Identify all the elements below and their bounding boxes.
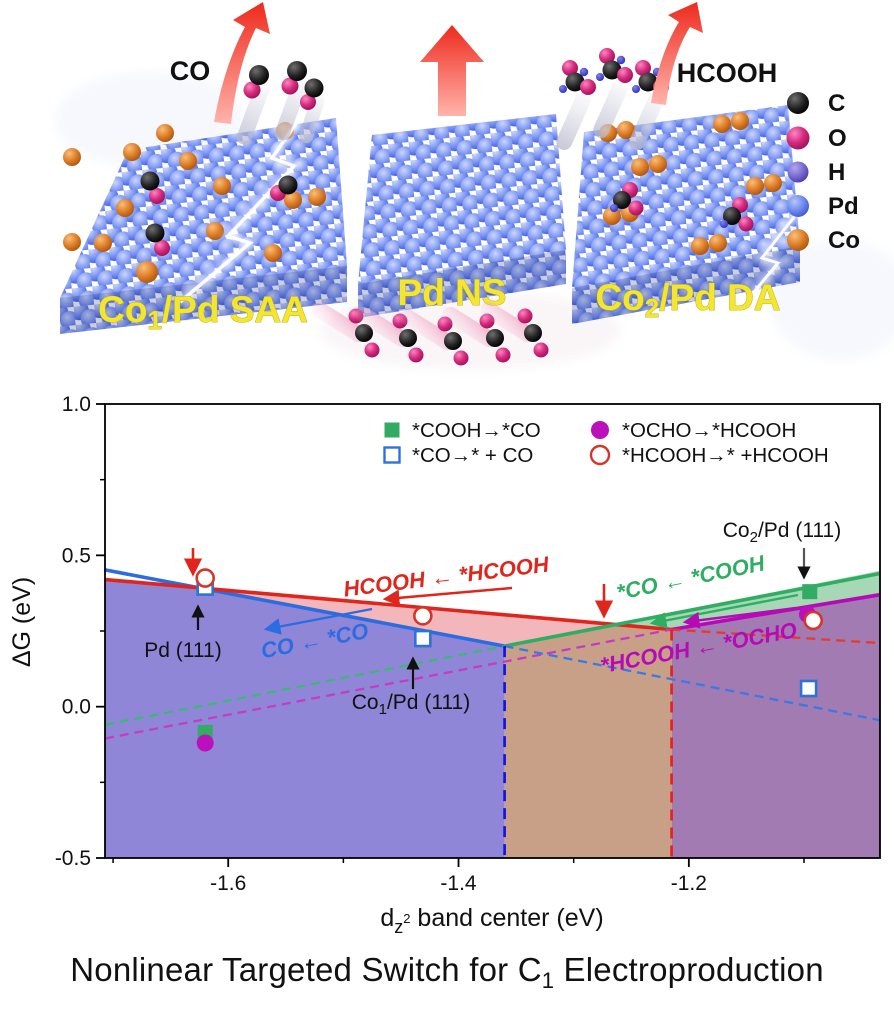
atom-legend-item: H xyxy=(787,159,845,186)
legend-marker-hcooh-desorb xyxy=(589,444,611,466)
legend-marker-co-desorb xyxy=(383,446,401,464)
co-adsorbed-molecules xyxy=(140,171,298,256)
scaling-line xyxy=(671,592,881,632)
data-point xyxy=(195,568,215,588)
surface-label-left: Co1/Pd SAA xyxy=(98,289,308,335)
figure-caption: Nonlinear Targeted Switch for C1 Electro… xyxy=(70,951,824,993)
label-co1pd: Co1/Pd (111) xyxy=(352,691,470,718)
x-axis-title: dz2 band center (eV) xyxy=(380,904,603,937)
co2-feed-molecules xyxy=(311,301,549,366)
scaling-line xyxy=(504,645,881,722)
x-tick-label: -1.2 xyxy=(671,872,707,895)
desorption-arrow-left xyxy=(214,2,270,124)
x-tick-label: -1.6 xyxy=(210,872,246,895)
reaction-arrow-co xyxy=(263,607,373,635)
legend-marker-ocho-hcooh xyxy=(591,421,609,439)
desorption-arrow-right xyxy=(651,2,703,105)
data-point xyxy=(413,606,433,626)
atom-symbol: O xyxy=(828,125,847,152)
carbon-atom-icon xyxy=(787,92,809,114)
atom-legend-item: C xyxy=(787,90,845,117)
hcooh-adsorbed-molecules xyxy=(610,182,754,232)
data-point xyxy=(799,679,818,698)
pd-slab-right: Co2/Pd DA xyxy=(572,105,802,324)
scaling-line xyxy=(104,645,505,726)
slab-side-shade xyxy=(572,246,800,324)
legend-marker-cooh-co xyxy=(384,422,400,438)
catalyst-illustration: Co1/Pd SAA Pd NS Co2/Pd DA xyxy=(55,2,894,370)
pd-slab-middle: Pd NS xyxy=(358,114,566,318)
free-energy-chart: Pd (111) Co1/Pd (111) Co2/Pd (111) HCOOH… xyxy=(8,393,881,937)
atom-legend-item: Pd xyxy=(787,193,859,220)
data-point xyxy=(803,610,824,631)
surface-label-middle: Pd NS xyxy=(398,272,507,313)
gas-label-hcooh: HCOOH xyxy=(677,58,778,88)
scaling-line xyxy=(671,628,881,645)
atom-symbol: Co xyxy=(828,227,860,254)
y-tick-label: -0.5 xyxy=(55,847,91,870)
reaction-arrow-hcooh xyxy=(382,586,513,607)
scaling-line xyxy=(104,568,505,648)
y-tick-label: 1.0 xyxy=(62,393,91,416)
region-hcooh-selective xyxy=(672,594,880,858)
hydrogen-atom-icon xyxy=(787,161,809,183)
cobalt-atom-icon xyxy=(787,229,809,251)
data-point xyxy=(414,629,432,648)
atom-symbol: C xyxy=(828,90,845,117)
region-hcooh-wedge xyxy=(199,587,614,647)
label-co2pd: Co2/Pd (111) xyxy=(723,519,841,546)
data-point xyxy=(196,734,214,752)
label-pd111: Pd (111) xyxy=(144,639,221,662)
reaction-arrow-cooh xyxy=(649,593,799,629)
co-desorbing-molecules xyxy=(236,61,325,145)
caption-subscript: 1 xyxy=(541,968,555,993)
atom-legend: C O H Pd Co xyxy=(786,90,860,254)
atom-symbol: Pd xyxy=(828,193,859,220)
atom-symbol: H xyxy=(828,159,845,186)
atom-legend-item: Co xyxy=(787,227,860,254)
region-co-selective xyxy=(105,579,505,858)
legend-label: *CO→* + CO xyxy=(412,444,533,467)
reaction-arrow-ocho xyxy=(682,606,797,629)
x-tick-label: -1.4 xyxy=(440,872,477,895)
phase-regions xyxy=(105,570,880,858)
y-tick-label: 0.0 xyxy=(62,696,91,719)
chart-legend: *COOH→*CO *CO→* + CO *OCHO→*HCOOH *HCOOH… xyxy=(383,419,829,467)
oxygen-atom-icon xyxy=(786,126,810,150)
lightning-left-icon xyxy=(177,89,322,306)
gas-label-co: CO xyxy=(170,56,211,86)
phase-boundaries xyxy=(503,629,673,858)
axis-ticks: -1.6 -1.4 -1.2 1.0 0.5 0.0 -0.5 xyxy=(55,393,805,895)
y-tick-label: 0.5 xyxy=(62,544,91,567)
annotation-arrows xyxy=(183,548,811,689)
desorption-arrow-middle xyxy=(420,25,484,116)
scaling-line xyxy=(104,628,672,740)
data-point xyxy=(802,584,818,600)
slab-side-shade xyxy=(60,266,347,334)
atom-legend-item: O xyxy=(786,125,847,152)
palladium-atom-icon xyxy=(787,195,809,217)
surface-label-right: Co2/Pd DA xyxy=(595,277,780,323)
region-transition xyxy=(504,624,672,858)
lightning-right-icon xyxy=(730,209,802,319)
legend-label: *COOH→*CO xyxy=(412,419,541,442)
scaling-line xyxy=(504,571,881,648)
data-points xyxy=(195,568,824,752)
legend-label: *HCOOH→* +HCOOH xyxy=(622,444,829,467)
legend-label: *OCHO→*HCOOH xyxy=(622,419,796,442)
y-axis-title: ΔG (eV) xyxy=(8,577,36,667)
hcooh-desorbing-molecules xyxy=(556,48,669,150)
slab-side-shade xyxy=(358,250,566,318)
